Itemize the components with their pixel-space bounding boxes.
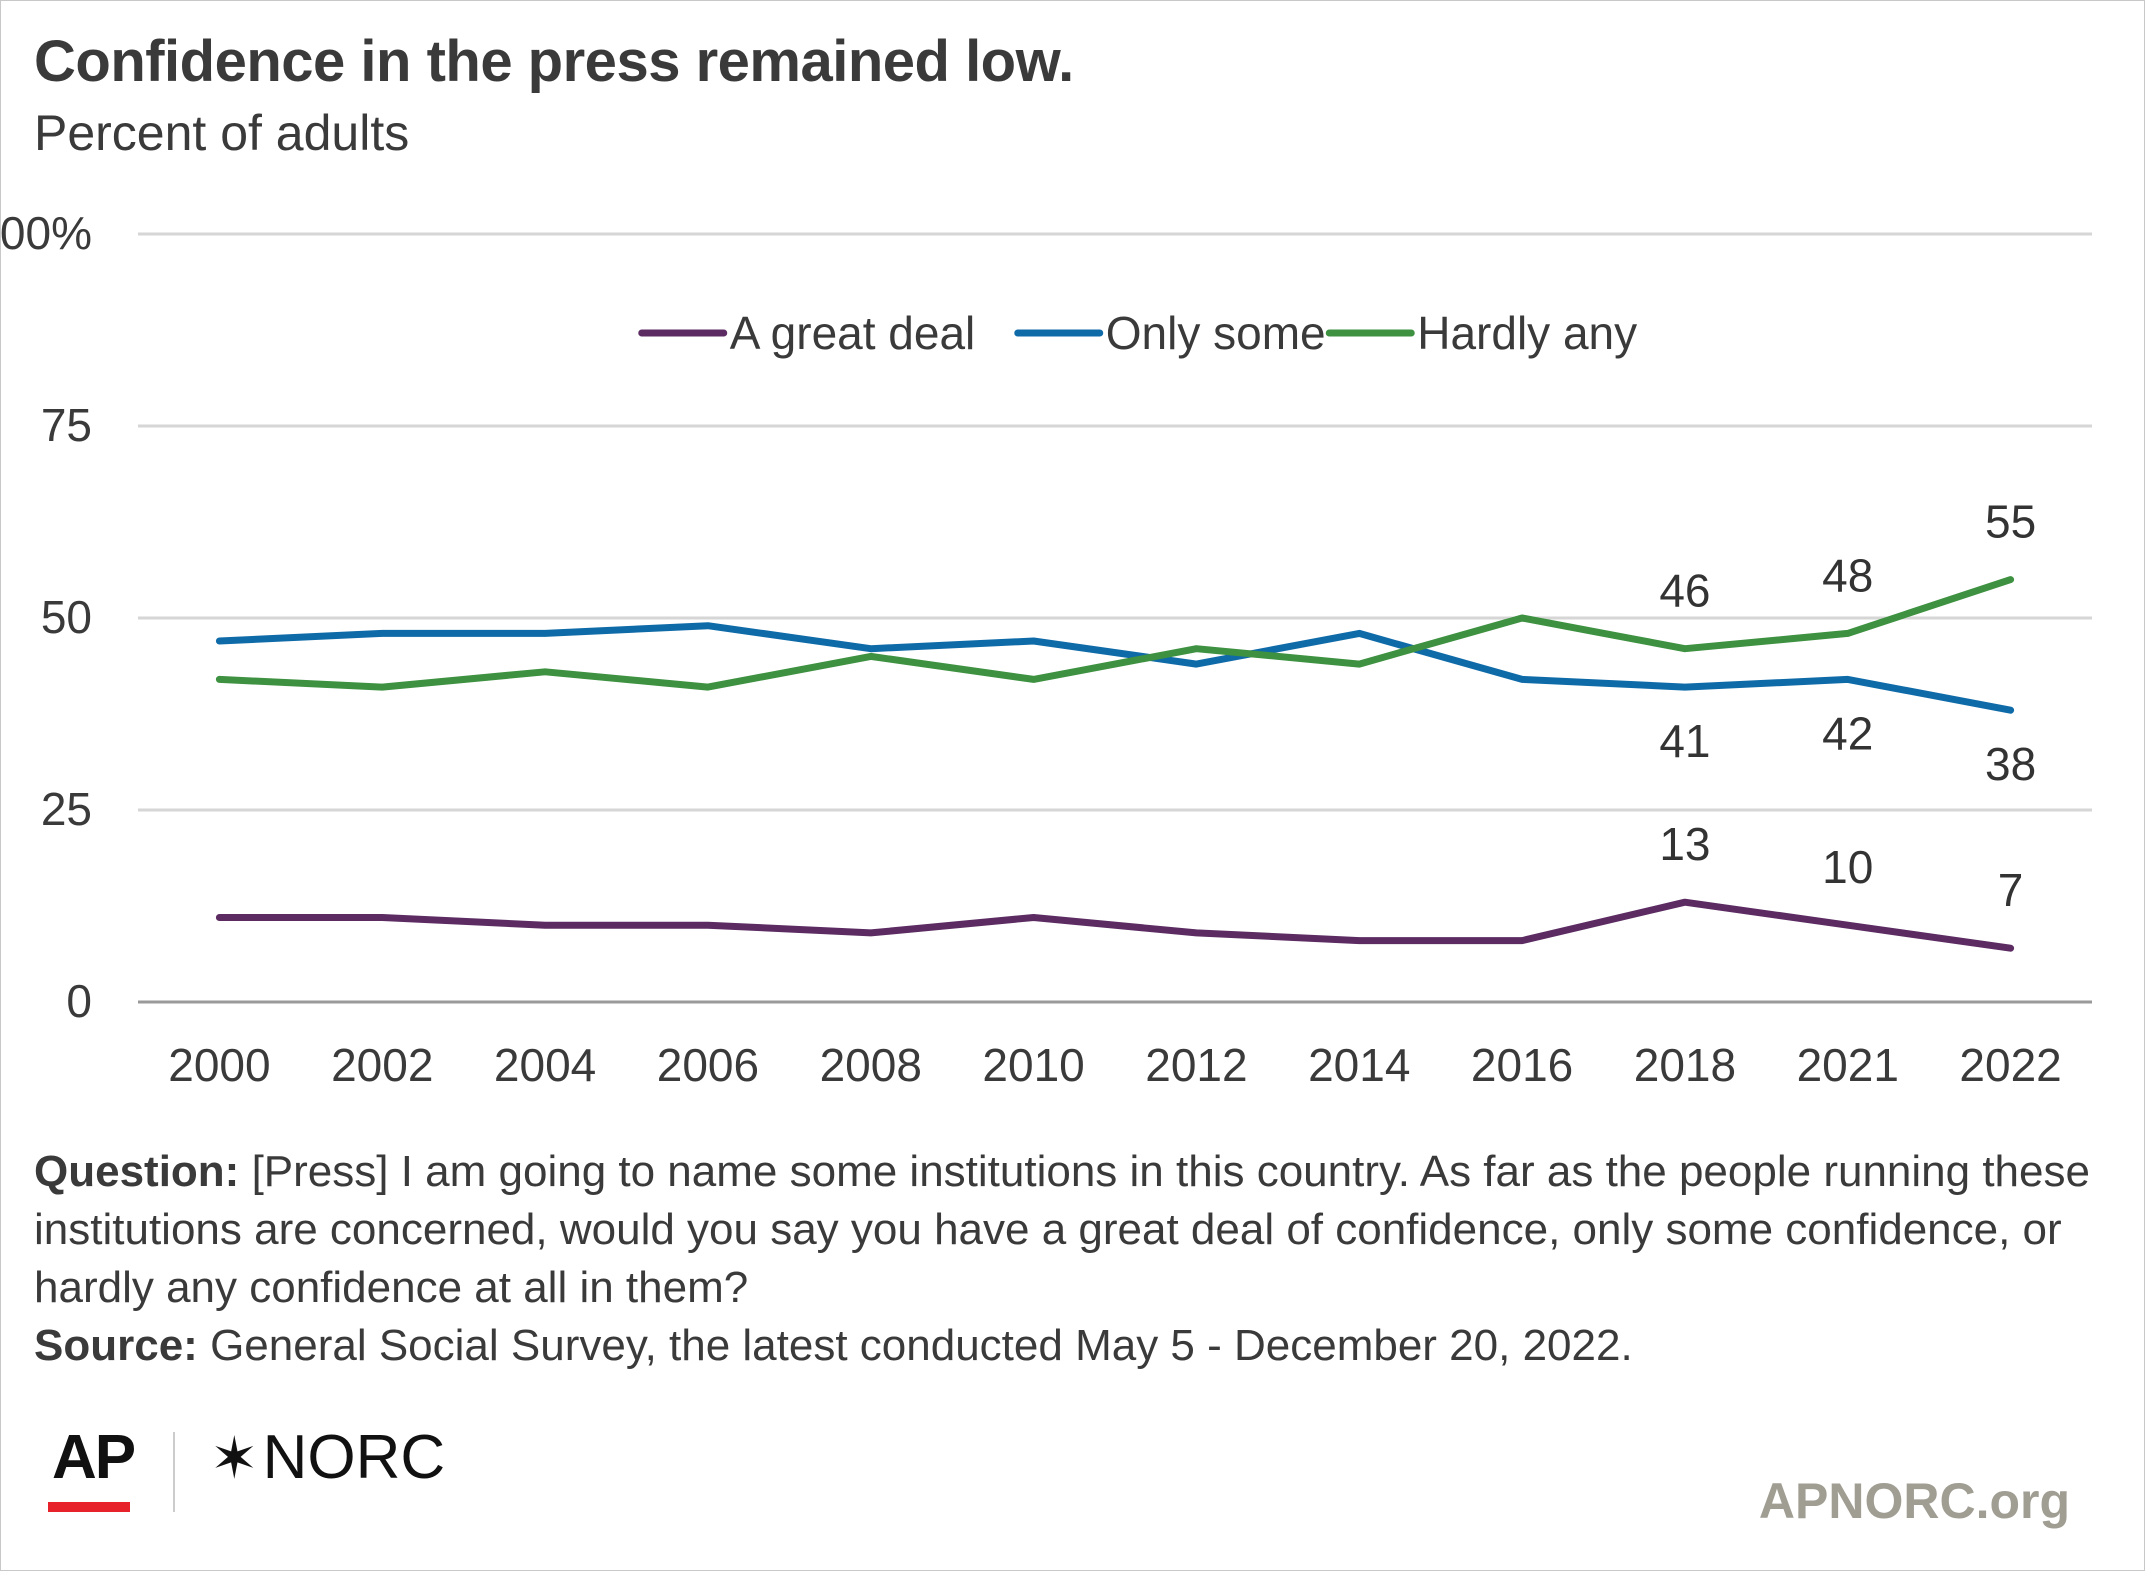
- x-tick-label: 2010: [982, 1039, 1084, 1091]
- site-link[interactable]: APNORC.org: [1758, 1473, 2070, 1529]
- legend-label-hardly-any: Hardly any: [1417, 307, 1637, 359]
- series-line-hardly-any: [215, 576, 2015, 691]
- asterisk-star-icon: ✶: [210, 1425, 259, 1491]
- data-label-hardly-any: 48: [1822, 549, 1873, 601]
- data-label-only-some: 42: [1822, 707, 1873, 759]
- data-label-hardly-any: 46: [1659, 565, 1710, 617]
- data-label-a-great-deal: 13: [1659, 818, 1710, 870]
- legend-label-a-great-deal: A great deal: [730, 307, 976, 359]
- y-tick-label: 100%: [0, 207, 92, 259]
- y-tick-label: 0: [66, 975, 92, 1027]
- x-tick-label: 2016: [1471, 1039, 1573, 1091]
- logo-divider: [173, 1432, 175, 1512]
- x-tick-label: 2000: [168, 1039, 270, 1091]
- data-label-only-some: 38: [1985, 738, 2036, 790]
- x-tick-label: 2014: [1308, 1039, 1410, 1091]
- x-axis-ticks: 2000 2002 2004 2006 2008 2010 2012 2014 2016 2018…: [168, 1039, 2062, 1091]
- x-tick-label: 2018: [1634, 1039, 1736, 1091]
- x-tick-label: 2012: [1145, 1039, 1247, 1091]
- question-text: [Press] I am going to name some institut…: [34, 1147, 2090, 1312]
- x-tick-label: 2008: [820, 1039, 922, 1091]
- source-text: General Social Survey, the latest conduc…: [210, 1321, 1633, 1370]
- norc-logo-text: NORC: [262, 1423, 446, 1492]
- data-labels: 13 10 7 41 42 38 46 48 55: [1659, 496, 2036, 917]
- x-tick-label: 2006: [657, 1039, 759, 1091]
- ap-logo: AP: [52, 1423, 136, 1492]
- x-tick-label: 2022: [1959, 1039, 2061, 1091]
- legend: A great deal Only some Hardly any: [638, 307, 1637, 359]
- chart-subtitle: Percent of adults: [34, 105, 410, 161]
- series-line-only-some: [215, 622, 2015, 714]
- x-tick-label: 2002: [331, 1039, 433, 1091]
- line-chart: 0 25 50 75 100% 2000 2002 2004 2006 2008 2010 2012…: [0, 207, 2092, 1091]
- data-label-hardly-any: 55: [1985, 496, 2036, 548]
- norc-logo: ✶ NORC: [210, 1422, 445, 1493]
- y-tick-label: 25: [41, 783, 92, 835]
- source-label: Source:: [34, 1321, 198, 1370]
- series-line-a-great-deal: [215, 898, 2015, 952]
- chart-title: Confidence in the press remained low.: [34, 29, 1074, 94]
- y-tick-label: 50: [41, 591, 92, 643]
- series-lines: [215, 576, 2015, 952]
- source-note: Source: General Social Survey, the lates…: [34, 1317, 2114, 1375]
- x-tick-label: 2021: [1797, 1039, 1899, 1091]
- x-tick-label: 2004: [494, 1039, 596, 1091]
- data-label-only-some: 41: [1659, 715, 1710, 767]
- legend-label-only-some: Only some: [1106, 307, 1326, 359]
- ap-logo-underline: [48, 1502, 130, 1512]
- chart-notes: Question: [Press] I am going to name som…: [34, 1143, 2114, 1375]
- data-label-a-great-deal: 10: [1822, 841, 1873, 893]
- gridlines: [138, 232, 2092, 1004]
- question-note: Question: [Press] I am going to name som…: [34, 1143, 2114, 1317]
- data-label-a-great-deal: 7: [1998, 864, 2024, 916]
- question-label: Question:: [34, 1147, 240, 1196]
- y-tick-label: 75: [41, 399, 92, 451]
- y-axis-ticks: 0 25 50 75 100%: [0, 207, 92, 1027]
